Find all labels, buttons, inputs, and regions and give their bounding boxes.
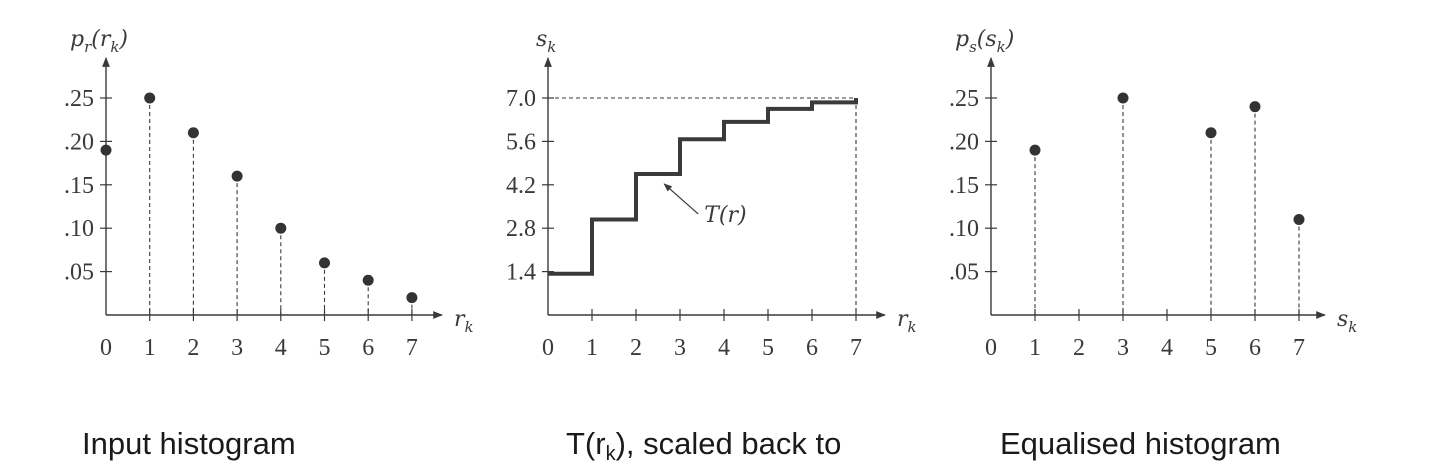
y-tick-label: .25 [64,86,94,112]
x-tick-label: 7 [406,335,418,361]
x-tick-label: 7 [1293,335,1305,361]
x-tick-label: 6 [806,335,818,361]
transform-function-chart: sk​ rk​ 0 1 2 3 4 5 6 7 1.4 2.8 4.2 5.6 7.0 T(r) [506,27,917,361]
y-axis-label-part: p [955,27,969,52]
x-tick-label: 2 [1073,335,1085,361]
y-tick-label: .15 [64,173,94,199]
x-tick-label: 7 [850,335,862,361]
x-tick-label: 6 [1249,335,1261,361]
y-tick-label: .15 [949,173,979,199]
x-tick-label: 3 [231,335,243,361]
annotation-arrow [663,183,699,215]
x-axis-label-part: s [1337,307,1348,332]
data-point [1029,144,1041,156]
x-tick-label: 3 [674,335,686,361]
annotation-label: T(r) [704,203,746,228]
x-tick-label: 4 [1161,335,1173,361]
x-tick-label: 0 [985,335,997,361]
y-tick-label: .10 [64,216,94,242]
y-axis-label: ps​(sk​) [955,27,1014,56]
x-tick-label: 4 [275,335,287,361]
x-tick-label: 5 [319,335,331,361]
data-point [362,274,374,286]
data-point [187,127,199,139]
input-histogram-chart: pr​(rk​) rk​ 0 1 2 3 4 5 6 7 .05 .10 .15 .20 .25 [64,27,474,361]
x-tick-label: 3 [1117,335,1129,361]
y-axis-label-sub: k [547,38,556,56]
caption-transform-rest: ), scaled back to [615,426,842,461]
data-point [100,144,112,156]
x-axis-label-part: r [454,307,466,332]
y-axis-label-sub: r [84,38,92,56]
x-axis-label-part: r [897,307,909,332]
y-axis-label-part: ) [1005,27,1015,52]
x-tick-label: 4 [718,335,730,361]
data-point [1293,214,1305,226]
y-tick-label: .10 [949,216,979,242]
x-axis-label: rk​ [897,307,917,336]
x-tick-label: 1 [1029,335,1041,361]
data-point [231,170,243,182]
data-point [319,257,330,269]
step-line [548,98,858,276]
y-axis-label: sk​ [536,27,556,56]
data-point [1249,101,1261,113]
data-point [144,92,156,104]
x-tick-label: 5 [762,335,774,361]
x-axis-label-sub: k [908,318,917,336]
y-tick-label: .05 [64,260,94,286]
x-tick-label: 0 [542,335,554,361]
x-tick-label: 1 [586,335,598,361]
x-tick-label: 0 [100,335,112,361]
y-axis-label-part: ) [118,27,128,52]
x-axis-label: sk​ [1337,307,1357,336]
y-axis-label-sub: k [997,38,1006,56]
y-tick-label: 5.6 [506,129,536,155]
y-tick-label: .05 [949,260,979,286]
y-tick-label: 4.2 [506,173,536,199]
y-tick-label: .20 [64,129,94,155]
data-point [1117,92,1129,104]
annotation-label-part: T(r) [704,203,746,228]
y-axis-label-part: p [70,27,84,52]
data-point [406,292,418,304]
y-tick-label: 1.4 [506,260,536,286]
y-axis-label-sub: k [110,38,119,56]
x-tick-label: 5 [1205,335,1217,361]
y-tick-label: .25 [949,86,979,112]
x-tick-label: 2 [187,335,199,361]
y-tick-label: 7.0 [506,86,536,112]
x-tick-label: 1 [144,335,156,361]
y-tick-label: 2.8 [506,216,536,242]
x-axis-label: rk​ [454,307,474,336]
x-tick-label: 6 [362,335,374,361]
x-axis-label-sub: k [1348,318,1357,336]
y-axis-label-sub: s [969,38,977,56]
x-axis-label-sub: k [465,318,474,336]
caption-transform-sub: k [605,443,616,465]
data-point [1205,127,1217,139]
y-axis-label-part: (s [977,27,997,52]
x-tick-label: 2 [630,335,642,361]
data-point [275,222,287,234]
y-axis-label-part: (r [91,27,112,52]
y-axis-label-part: s [536,27,547,52]
caption-transform: T(rk), scaled back to [566,426,842,465]
caption-equalised-histogram: Equalised histogram [1000,426,1281,461]
caption-input-histogram: Input histogram [82,426,296,461]
y-tick-label: .20 [949,129,979,155]
y-axis-label: pr​(rk​) [70,27,128,56]
caption-transform-main: T(r [566,426,606,461]
